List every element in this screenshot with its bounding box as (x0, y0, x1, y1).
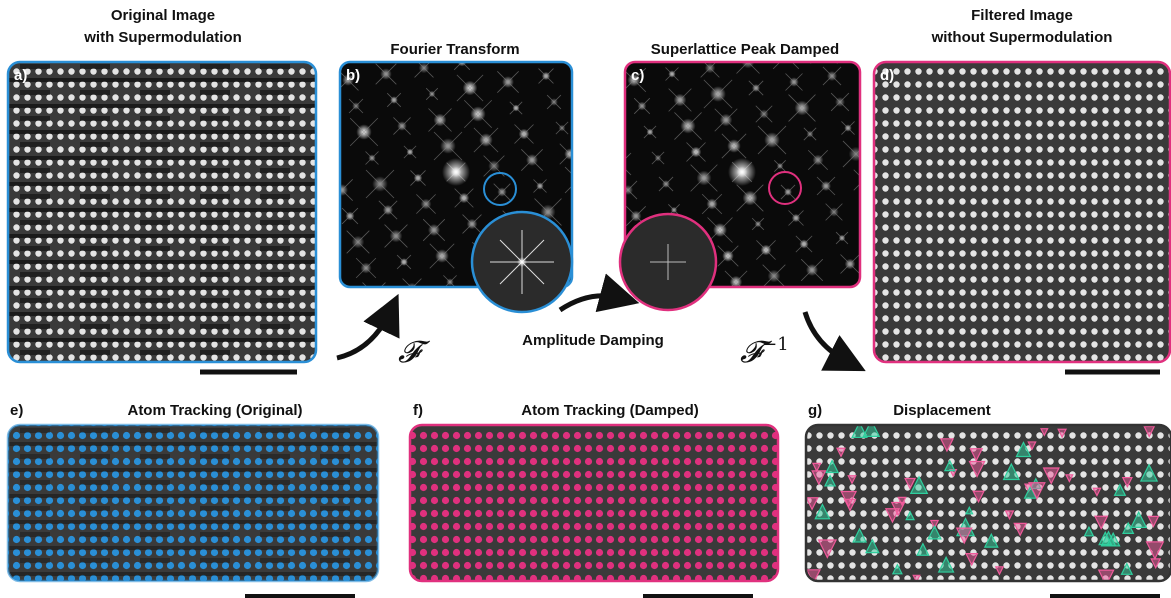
panel-label: g) (808, 402, 822, 419)
panel-label: b) (346, 67, 360, 84)
panel-label: f) (413, 402, 423, 419)
arrow (560, 296, 620, 310)
panel-label: e) (10, 402, 23, 419)
fft-streak (586, 224, 602, 240)
fft-streak (591, 99, 616, 124)
arrow (337, 312, 390, 358)
panel-label: d) (880, 67, 894, 84)
panel-label: a) (14, 67, 27, 84)
arrow (805, 312, 848, 362)
fft-spot (608, 134, 616, 142)
fft-center (728, 158, 756, 186)
image-panel (806, 425, 1171, 581)
fft-spot (368, 288, 381, 301)
panel-title: Displacement (893, 402, 991, 419)
fft-streak (527, 39, 550, 62)
panel-title: Superlattice Peak Damped (651, 41, 839, 58)
fft-streak (328, 158, 340, 170)
annotation: Amplitude Damping (522, 332, 664, 349)
fft-spot (581, 201, 592, 212)
figure: Original Image with Supermodulation Four… (0, 0, 1171, 598)
fft-spot (331, 161, 338, 168)
fft-spot (532, 44, 545, 57)
fft-streak (576, 196, 596, 216)
fft-spot (590, 228, 599, 237)
panel-title: Filtered Image (971, 7, 1073, 24)
fft-spot (592, 82, 600, 90)
panel-title: Atom Tracking (Original) (127, 402, 302, 419)
panel-title: Fourier Transform (390, 41, 519, 58)
fft-streak (596, 252, 608, 264)
panel-title: Atom Tracking (Damped) (521, 402, 699, 419)
panel-border (8, 425, 378, 581)
panel-title: Original Image (111, 7, 215, 24)
fft-center (442, 158, 470, 186)
image-panel (874, 62, 1170, 362)
fft-spot (321, 133, 331, 143)
operator: 𝓕−1 (740, 334, 789, 370)
panel-title: without Supermodulation (931, 29, 1113, 46)
fft-spot (599, 255, 606, 262)
image-panel (410, 425, 778, 581)
operator-exponent: −1 (762, 334, 789, 355)
operator: 𝓕 (398, 335, 431, 370)
peak (517, 257, 527, 267)
fft-streak (317, 129, 336, 148)
fft-spot (597, 105, 611, 119)
fft-streak (589, 79, 604, 94)
panel-title: with Supermodulation (83, 29, 242, 46)
fft-streak (605, 131, 619, 145)
panel-label: c) (631, 67, 644, 84)
modulation (8, 62, 316, 362)
